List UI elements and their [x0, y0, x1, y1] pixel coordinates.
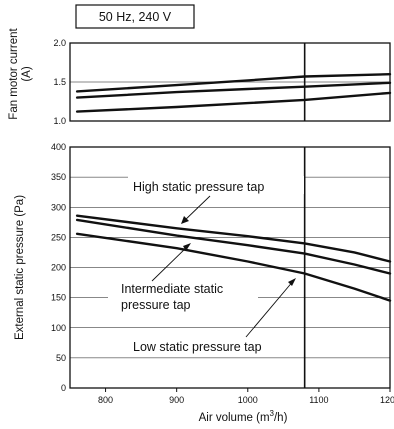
pressure-y-tick-label: 150	[51, 293, 66, 303]
pressure-y-tick-label: 200	[51, 263, 66, 273]
x-tick-label: 1200	[380, 395, 394, 405]
current-curve-1	[75, 73, 392, 93]
high-tap-leader	[182, 195, 211, 223]
intermediate-tap-arrow	[183, 243, 191, 251]
pressure-y-axis-label: External static pressure (Pa)	[14, 195, 26, 340]
pressure-y-tick-label: 0	[61, 383, 66, 393]
low-tap-curve	[75, 232, 392, 302]
current-y-axis-label-line1: Fan motor current	[8, 28, 20, 120]
current-curve-3	[75, 91, 392, 113]
x-tick-label: 1000	[238, 395, 258, 405]
low-tap-label-bg	[128, 337, 292, 355]
pressure-panel: 0 50 100 150 200 250 300 350 400 800 900 1000 1100 1…	[14, 142, 394, 424]
intermediate-tap-label-line2: pressure tap	[121, 298, 191, 312]
intermediate-tap-label-bg	[108, 280, 258, 314]
high-tap-arrow	[181, 216, 189, 224]
current-panel-frame	[69, 42, 391, 122]
pressure-y-tick-label: 350	[51, 172, 66, 182]
current-y-tick-label: 1.5	[53, 77, 66, 87]
current-curve-2	[75, 81, 392, 99]
current-y-tick-label: 1.0	[53, 116, 66, 126]
current-y-tick-label: 2.0	[53, 38, 66, 48]
pressure-y-tick-label: 100	[51, 323, 66, 333]
current-y-axis-label-line2: (A)	[21, 66, 33, 82]
intermediate-tap-label-line1: Intermediate static	[121, 282, 223, 296]
pressure-y-tick-label: 400	[51, 142, 66, 152]
condition-label-box	[75, 4, 195, 29]
x-axis-label: Air volume (m3/h)	[199, 409, 288, 424]
pressure-y-tick-label: 50	[56, 353, 66, 363]
low-tap-leader	[245, 279, 295, 338]
condition-label: 50 Hz, 240 V	[99, 10, 172, 24]
x-tick-label: 900	[169, 395, 184, 405]
high-tap-label-bg	[128, 176, 304, 194]
pressure-panel-frame	[69, 146, 391, 389]
pressure-y-tick-label: 300	[51, 202, 66, 212]
low-tap-label: Low static pressure tap	[133, 340, 262, 354]
x-tick-label: 800	[98, 395, 113, 405]
intermediate-tap-curve	[75, 218, 392, 275]
intermediate-tap-leader	[151, 244, 190, 282]
pressure-y-tick-label: 250	[51, 232, 66, 242]
high-tap-curve	[75, 214, 392, 263]
high-tap-label: High static pressure tap	[133, 180, 264, 194]
x-tick-label: 1100	[309, 395, 328, 405]
current-panel: 1.0 1.5 2.0 Fan motor current (A)	[8, 28, 392, 126]
low-tap-arrow	[288, 278, 296, 286]
